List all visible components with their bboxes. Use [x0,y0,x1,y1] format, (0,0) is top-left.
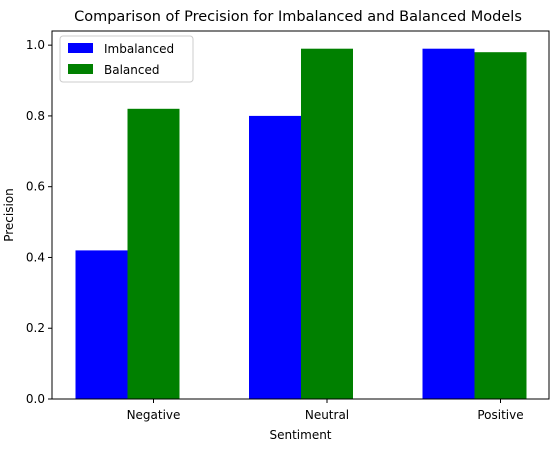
y-tick-label: 0.6 [26,180,45,194]
y-tick-label: 0.4 [26,250,45,264]
y-axis: 0.0 0.2 0.4 0.6 0.8 1.0 [26,38,52,406]
bar-balanced-negative [127,108,180,400]
legend-label-imbalanced: Imbalanced [104,42,174,56]
legend-label-balanced: Balanced [104,63,159,77]
legend-swatch-imbalanced [68,43,93,53]
bar-balanced-neutral [301,48,353,399]
bars-group [75,48,527,400]
y-axis-title: Precision [2,188,16,242]
bar-imbalanced-neutral [249,115,301,400]
x-axis-title: Sentiment [269,428,331,442]
y-tick-label: 0.0 [26,392,45,406]
bar-imbalanced-positive [422,48,475,399]
x-tick-label: Negative [127,408,181,422]
y-tick-label: 0.8 [26,109,45,123]
chart-title: Comparison of Precision for Imbalanced a… [74,9,522,25]
x-tick-label: Positive [477,408,523,422]
y-tick-label: 1.0 [26,38,45,52]
legend-box [59,35,194,83]
bar-imbalanced-negative [75,250,128,399]
x-tick-label: Neutral [305,408,349,422]
y-tick-label: 0.2 [26,321,45,335]
legend-swatch-balanced [68,64,93,74]
x-axis: Negative Neutral Positive [127,399,524,422]
bar-balanced-positive [474,52,527,399]
legend: Imbalanced Balanced [59,35,194,83]
plot-frame [51,30,550,400]
